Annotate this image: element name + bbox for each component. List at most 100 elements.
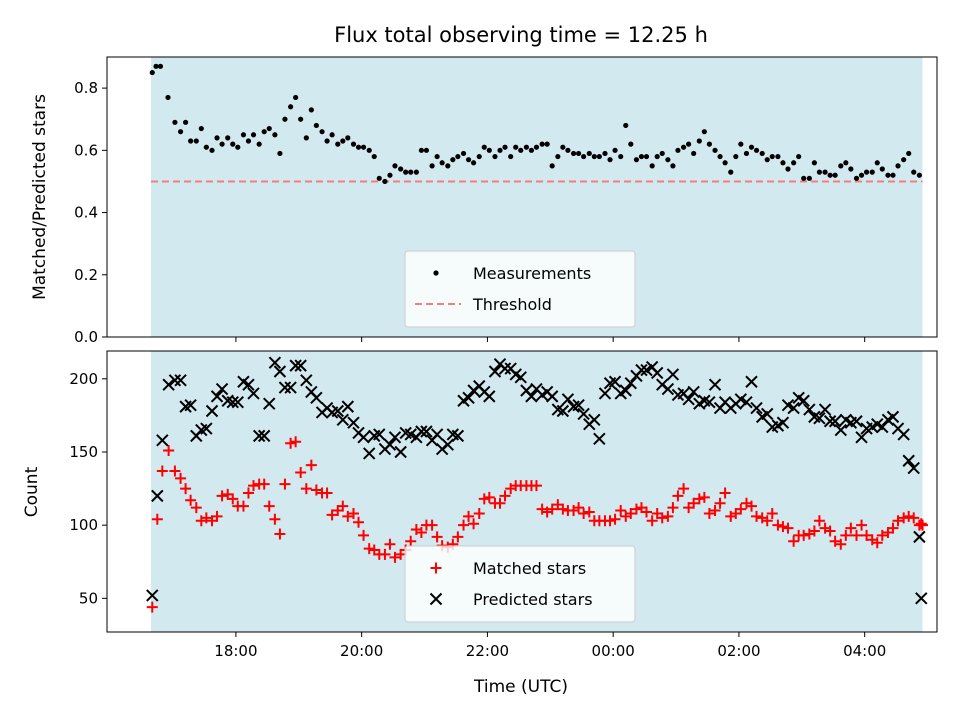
data-marker [703,396,716,409]
data-point [570,150,577,157]
data-marker [907,461,920,475]
data-point [743,150,750,157]
data-marker [572,398,585,412]
data-marker [341,400,355,413]
data-point [403,169,409,175]
data-point [738,141,744,147]
data-marker [850,415,863,428]
data-point [775,153,781,160]
data-point [165,94,171,101]
data-point [633,157,640,163]
data-marker [897,428,910,441]
data-marker [290,436,302,448]
data-point [665,157,671,163]
data-marker [146,601,158,613]
data-marker [363,543,375,555]
x-tick-label: 20:00 [340,642,383,660]
data-marker [834,423,848,437]
legend: Measurements Threshold [404,250,636,328]
data-marker [604,515,616,527]
data-point [670,163,676,169]
data-marker [185,494,197,506]
data-point [308,107,314,113]
ratio-y-axis-label: Matched/Predicted stars [30,94,50,300]
data-point [360,144,367,150]
data-marker [514,371,527,384]
data-point [497,147,503,153]
data-point [298,116,304,122]
data-point [638,153,645,160]
axes-frame [106,350,938,633]
data-marker [608,375,622,388]
data-marker [703,507,715,519]
data-marker [200,512,212,524]
data-point [848,166,854,172]
data-marker [761,515,773,527]
data-point [272,132,278,138]
data-marker [216,490,228,502]
data-marker [383,438,397,451]
data-point [439,160,445,166]
data-marker [227,493,239,505]
data-marker [750,401,763,415]
data-marker [295,466,307,478]
data-marker [441,438,455,451]
data-marker [156,434,169,447]
data-marker [451,429,465,443]
data-point [549,163,555,169]
data-marker [300,374,313,387]
data-point [245,138,252,144]
data-marker [876,529,888,541]
data-marker [818,403,832,416]
data-point [869,169,875,175]
data-point [712,147,718,153]
data-marker [772,519,784,531]
data-marker [525,390,538,403]
data-point [288,104,294,110]
data-marker [426,519,438,531]
data-marker [362,447,376,460]
data-marker [588,413,601,426]
data-point [198,125,204,132]
data-point [266,125,272,132]
data-point [838,163,844,169]
data-marker [845,522,857,534]
data-marker [593,432,606,446]
data-marker [210,390,224,403]
data-marker [200,422,213,435]
data-marker [687,385,700,399]
y-tick-label: 0.2 [74,266,98,284]
data-marker [851,529,863,541]
data-marker [887,522,899,534]
data-point [345,135,351,141]
data-marker [431,531,443,543]
y-tick-label: 50 [79,589,98,607]
data-marker [242,378,255,391]
data-marker [483,390,496,403]
data-point [182,119,189,125]
data-marker [625,507,637,519]
data-marker [813,412,826,425]
data-point [717,153,723,160]
data-marker [913,530,926,544]
x-tick-label: 04:00 [843,642,886,660]
data-point [811,160,817,166]
data-marker [300,483,312,495]
data-marker [184,398,197,412]
series-measurements [149,63,922,185]
data-point [780,160,786,166]
data-point [172,119,178,125]
data-marker [263,500,275,512]
data-marker [174,374,187,387]
data-marker [347,416,360,429]
data-marker [257,429,271,443]
data-marker [310,391,323,405]
legend-label: Measurements [473,264,591,283]
data-marker [898,512,910,524]
data-marker [719,487,731,499]
data-marker [180,483,192,495]
data-point [335,141,341,147]
data-marker [903,510,915,522]
data-point [901,157,907,163]
data-marker [168,374,182,387]
